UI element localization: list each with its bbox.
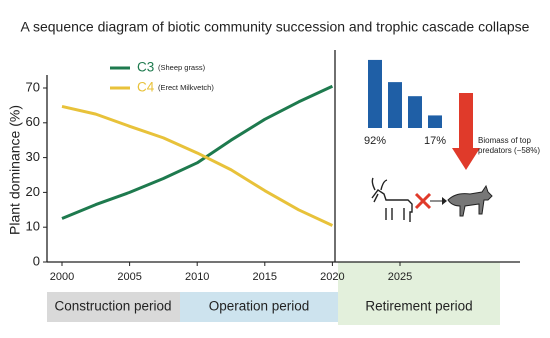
cross-icon xyxy=(414,192,432,210)
bar xyxy=(428,115,442,128)
x-tick-label: 2020 xyxy=(320,271,344,283)
construction-box xyxy=(47,292,180,322)
wolf-icon xyxy=(447,184,493,217)
legend-label: C4 xyxy=(137,80,155,95)
decline-arrow xyxy=(459,93,473,148)
y-tick-label: 0 xyxy=(33,253,40,268)
x-tick-label: 2010 xyxy=(185,271,209,283)
bar xyxy=(408,96,422,128)
y-label: Plant dominance (%) xyxy=(7,105,23,235)
legend-description: (Sheep grass) xyxy=(158,63,206,72)
decline-arrow-head xyxy=(452,148,480,170)
legend-label: C3 xyxy=(137,60,154,75)
arrow-head xyxy=(442,197,447,205)
y-tick-label: 20 xyxy=(26,184,40,199)
y-tick-label: 30 xyxy=(26,149,40,164)
series-line xyxy=(61,84,334,220)
title: A sequence diagram of biotic community s… xyxy=(21,19,530,35)
operation-box xyxy=(180,292,338,322)
value-label: 92% xyxy=(364,135,386,147)
goat-icon xyxy=(371,177,413,222)
annotation: Biomass of top xyxy=(478,136,531,145)
annotation: predators (−58%) xyxy=(478,146,540,155)
legend-description: (Erect Milkvetch) xyxy=(158,83,214,92)
y-tick-label: 60 xyxy=(26,114,40,129)
period-label: Retirement period xyxy=(365,299,472,314)
value-label: 17% xyxy=(424,135,446,147)
series-line xyxy=(61,104,334,227)
x-tick-label: 2005 xyxy=(117,271,141,283)
y-tick-label: 10 xyxy=(26,219,40,234)
bar xyxy=(368,59,382,128)
bar xyxy=(388,82,402,128)
period-label: Operation period xyxy=(209,299,310,314)
y-tick-label: 70 xyxy=(26,79,40,94)
period-label: Construction period xyxy=(54,299,171,314)
retirement-box xyxy=(338,262,500,325)
x-tick-label: 2000 xyxy=(50,271,74,283)
x-tick-label: 2025 xyxy=(388,271,412,283)
x-tick-label: 2015 xyxy=(253,271,277,283)
